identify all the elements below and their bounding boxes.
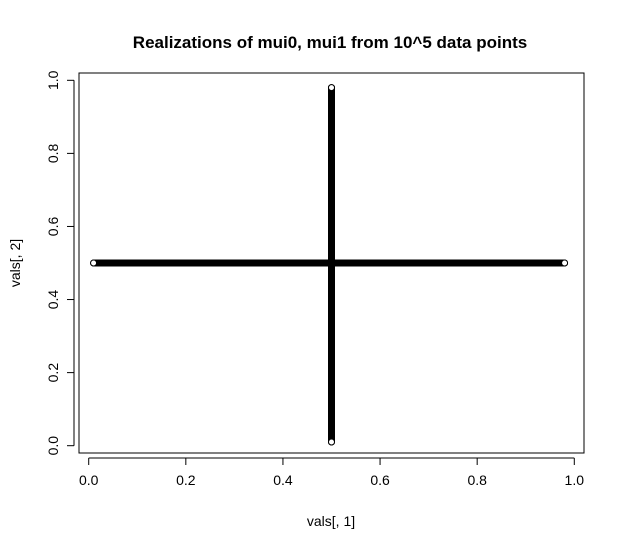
y-axis-label: vals[, 2] xyxy=(7,239,23,287)
y-tick-label: 0.2 xyxy=(45,363,61,383)
x-tick-label: 1.0 xyxy=(565,472,585,488)
x-axis-label: vals[, 1] xyxy=(307,513,355,529)
x-tick-label: 0.4 xyxy=(273,472,293,488)
y-tick-label: 0.6 xyxy=(45,217,61,237)
x-tick-label: 0.6 xyxy=(370,472,390,488)
point xyxy=(561,259,569,267)
point xyxy=(328,84,335,92)
x-tick-label: 0.8 xyxy=(467,472,487,488)
y-axis: 0.0 0.2 0.4 0.6 0.8 1.0 xyxy=(45,70,75,456)
y-tick-label: 0.4 xyxy=(45,290,61,310)
point xyxy=(90,259,98,267)
series-vertical-band xyxy=(328,84,335,446)
x-tick-label: 0.0 xyxy=(79,472,99,488)
y-tick-label: 0.8 xyxy=(45,143,61,163)
point xyxy=(328,438,335,446)
chart-title: Realizations of mui0, mui1 from 10^5 dat… xyxy=(133,33,527,52)
points-layer xyxy=(90,84,569,446)
x-axis: 0.0 0.2 0.4 0.6 0.8 1.0 xyxy=(79,457,585,488)
plot-frame xyxy=(78,72,585,454)
y-tick-label: 0.0 xyxy=(45,436,61,456)
y-tick-label: 1.0 xyxy=(45,70,61,90)
x-tick-label: 0.2 xyxy=(176,472,196,488)
